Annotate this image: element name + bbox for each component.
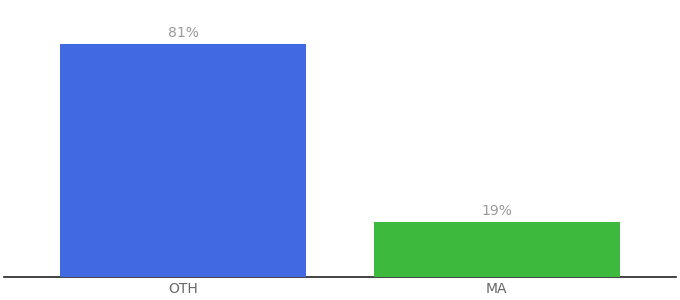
Text: 19%: 19%	[481, 204, 512, 218]
Bar	[60, 44, 307, 277]
Text: 81%: 81%	[168, 26, 199, 40]
Bar	[373, 222, 620, 277]
